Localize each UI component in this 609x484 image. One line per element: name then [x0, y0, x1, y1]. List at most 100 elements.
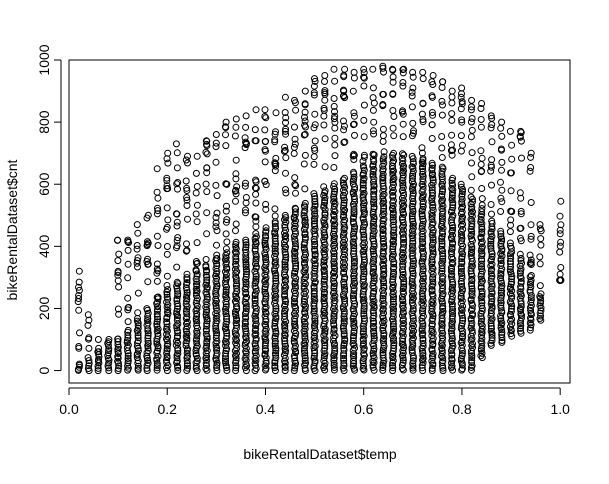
data-point [350, 109, 358, 117]
data-point [242, 194, 250, 201]
data-point [488, 325, 495, 333]
data-point [310, 287, 318, 295]
data-point [104, 349, 112, 357]
data-point [193, 201, 201, 209]
data-point [458, 337, 466, 345]
data-point [241, 298, 249, 306]
data-point [468, 149, 476, 157]
data-point [183, 289, 191, 297]
data-point [321, 78, 328, 85]
data-point [497, 304, 505, 312]
data-point [556, 212, 564, 220]
x-tick-label: 0.8 [452, 401, 472, 417]
data-point [507, 252, 514, 260]
data-point [242, 206, 249, 214]
data-point [280, 147, 288, 155]
data-point [448, 185, 456, 192]
data-point [477, 347, 485, 355]
data-point [488, 298, 496, 306]
data-point [478, 342, 486, 350]
data-point [380, 215, 388, 223]
data-point [527, 149, 535, 157]
data-point [183, 349, 191, 357]
data-point [292, 106, 300, 114]
data-point [300, 160, 308, 168]
data-point [203, 283, 211, 291]
data-point [311, 272, 319, 280]
data-point [282, 253, 290, 261]
data-point [469, 198, 476, 206]
data-point [272, 351, 280, 359]
data-point [537, 307, 545, 315]
data-point [320, 280, 328, 288]
data-point [518, 311, 526, 319]
data-point [477, 123, 485, 131]
data-point [419, 367, 427, 375]
data-point [409, 317, 417, 325]
data-point [399, 216, 406, 224]
data-point [537, 235, 545, 243]
data-point [379, 349, 387, 357]
data-point [301, 185, 309, 193]
data-point [478, 238, 486, 246]
data-point [369, 268, 377, 276]
data-point [202, 330, 210, 338]
data-point [390, 325, 398, 333]
data-point [360, 65, 368, 73]
data-point [390, 263, 398, 271]
data-point [163, 290, 171, 298]
data-point [438, 84, 446, 91]
data-point [261, 271, 269, 279]
data-point [360, 211, 368, 218]
data-point [487, 242, 495, 250]
data-point [389, 154, 397, 162]
data-point [75, 363, 83, 371]
data-point [389, 288, 397, 296]
data-point [498, 186, 506, 194]
data-point [389, 202, 397, 210]
data-point [498, 237, 506, 245]
data-point [192, 258, 200, 265]
y-tick-label: 0 [36, 366, 52, 374]
data-point [212, 334, 220, 342]
data-point [320, 238, 328, 246]
data-point [340, 344, 348, 352]
data-point [301, 365, 309, 372]
data-point [360, 265, 368, 273]
data-point [468, 220, 476, 228]
data-point [321, 288, 328, 296]
data-point [183, 362, 191, 370]
data-point [556, 226, 564, 234]
data-point [193, 322, 201, 330]
data-point [536, 302, 544, 310]
data-point [134, 322, 142, 330]
data-point [212, 342, 220, 350]
data-point [184, 364, 191, 372]
data-point [488, 253, 496, 261]
data-point [448, 325, 456, 333]
data-point [458, 319, 466, 327]
data-point [516, 269, 524, 277]
data-point [419, 339, 427, 347]
data-point [262, 256, 270, 263]
data-point [94, 367, 102, 375]
data-point [448, 339, 456, 347]
data-point [340, 283, 348, 291]
data-point [438, 200, 446, 208]
data-point [469, 340, 476, 348]
data-point [389, 216, 397, 224]
data-point [232, 273, 240, 281]
data-point [301, 305, 309, 313]
data-point [497, 124, 505, 132]
data-point [429, 315, 437, 323]
data-point [498, 118, 506, 126]
data-point [193, 270, 201, 278]
data-point [183, 328, 190, 335]
data-point [192, 285, 200, 293]
data-point [418, 290, 426, 297]
data-point [418, 325, 426, 333]
y-tick-label: 200 [36, 297, 52, 321]
data-point [449, 204, 457, 212]
data-point [527, 221, 535, 229]
data-point [379, 132, 387, 140]
